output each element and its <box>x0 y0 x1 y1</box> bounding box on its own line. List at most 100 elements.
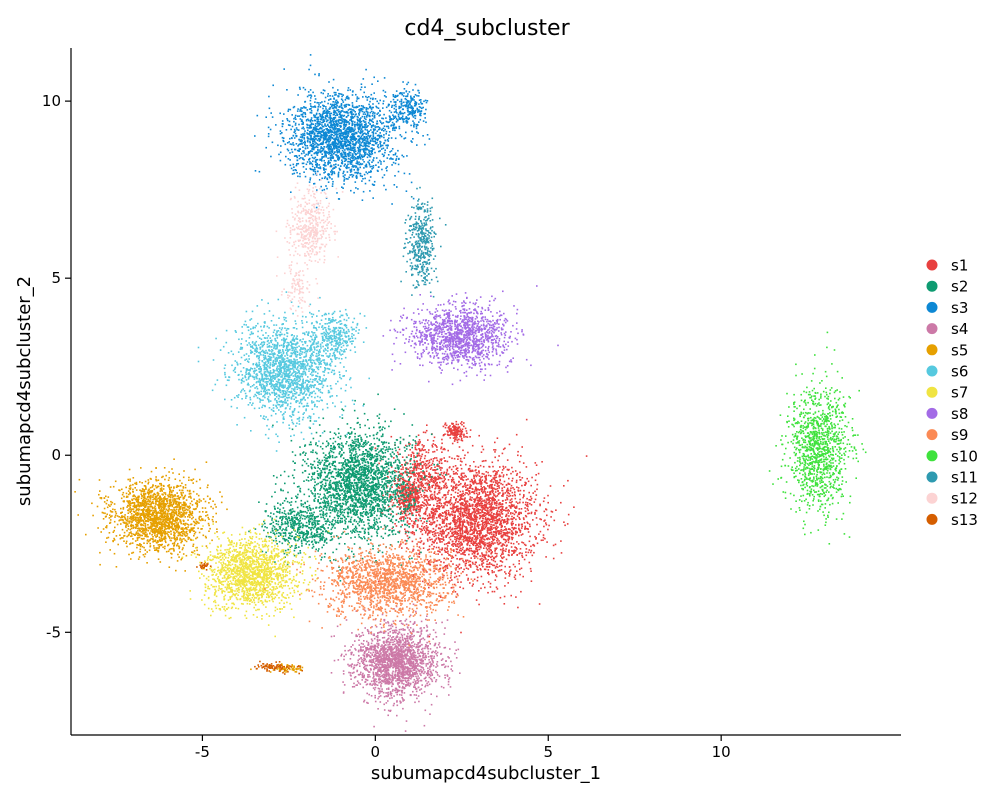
point-s1 <box>498 506 501 509</box>
point-s1 <box>435 457 438 459</box>
point-s1 <box>510 484 513 487</box>
point-s2 <box>388 517 390 520</box>
point-s1 <box>475 504 477 507</box>
point-s1 <box>431 531 434 533</box>
point-s1 <box>442 512 444 514</box>
point-s1 <box>457 458 459 460</box>
point-s1 <box>462 449 464 452</box>
point-s1 <box>472 571 474 574</box>
point-s1 <box>491 520 494 523</box>
point-s1 <box>489 513 492 516</box>
point-s1 <box>501 507 503 510</box>
point-s2 <box>394 447 397 449</box>
point-s1 <box>450 479 453 481</box>
point-s1 <box>512 532 515 535</box>
point-s2 <box>414 440 416 442</box>
point-s2 <box>334 487 337 490</box>
point-s2 <box>317 473 319 475</box>
point-s1 <box>416 511 419 513</box>
point-s1 <box>493 531 495 533</box>
point-s1 <box>455 420 458 423</box>
point-s2 <box>359 512 362 515</box>
point-s1 <box>538 533 540 535</box>
point-s2 <box>328 507 331 509</box>
point-s1 <box>417 476 420 478</box>
point-s1 <box>528 549 531 551</box>
point-s2 <box>358 449 361 451</box>
point-s1 <box>436 459 438 462</box>
point-s1 <box>483 522 485 524</box>
point-s2 <box>344 459 347 461</box>
point-s1 <box>496 513 498 516</box>
point-s1 <box>476 482 478 485</box>
point-s1 <box>443 543 446 546</box>
point-s2 <box>363 464 366 466</box>
point-s2 <box>369 512 371 514</box>
point-s1 <box>421 504 424 506</box>
point-s1 <box>431 515 434 517</box>
point-s2 <box>329 431 332 433</box>
point-s1 <box>443 472 445 475</box>
point-s1 <box>435 524 438 526</box>
point-s1 <box>479 533 481 536</box>
point-s2 <box>343 494 345 497</box>
point-s1 <box>448 511 450 514</box>
point-s1 <box>437 536 440 539</box>
point-s2 <box>353 486 355 489</box>
point-s1 <box>488 522 491 525</box>
point-s1 <box>535 537 537 539</box>
point-s2 <box>376 431 379 434</box>
point-s1 <box>473 527 476 530</box>
point-s2 <box>403 512 406 514</box>
point-s1 <box>526 497 528 500</box>
point-s1 <box>499 548 502 551</box>
point-s1 <box>466 512 468 515</box>
point-s1 <box>499 569 501 572</box>
point-s1 <box>459 460 462 462</box>
point-s1 <box>530 499 532 501</box>
point-s1 <box>488 485 491 488</box>
point-s1 <box>494 517 497 519</box>
point-s1 <box>477 501 479 503</box>
point-s1 <box>482 527 484 529</box>
point-s1 <box>459 464 462 466</box>
point-s1 <box>446 460 449 463</box>
point-s1 <box>420 484 422 487</box>
point-s2 <box>398 475 401 477</box>
point-s1 <box>473 490 476 493</box>
point-s1 <box>501 500 504 502</box>
point-s1 <box>411 532 414 535</box>
point-s1 <box>461 548 464 551</box>
point-s1 <box>500 555 502 557</box>
point-s2 <box>274 483 277 485</box>
point-s1 <box>461 542 463 545</box>
point-s2 <box>313 473 315 475</box>
point-s2 <box>403 446 406 449</box>
point-s1 <box>499 524 502 526</box>
point-s2 <box>365 458 368 461</box>
point-s1 <box>428 487 431 489</box>
point-s1 <box>463 568 465 571</box>
point-s1 <box>543 510 546 513</box>
point-s1 <box>520 508 523 510</box>
point-s1 <box>444 483 447 486</box>
point-s1 <box>437 497 440 499</box>
point-s1 <box>527 528 529 531</box>
point-s2 <box>327 444 329 447</box>
point-s1 <box>452 489 455 492</box>
point-s1 <box>498 530 500 532</box>
point-s1 <box>451 429 453 431</box>
point-s1 <box>507 539 510 542</box>
point-s1 <box>455 548 458 550</box>
point-s1 <box>484 514 487 516</box>
point-s1 <box>463 436 465 438</box>
point-s2 <box>402 520 405 522</box>
point-s1 <box>404 506 407 508</box>
point-s1 <box>462 504 465 507</box>
point-s1 <box>456 522 458 524</box>
point-s2 <box>380 499 383 502</box>
point-s1 <box>467 451 469 454</box>
point-s1 <box>476 494 479 496</box>
point-s2 <box>402 438 405 441</box>
point-s1 <box>479 546 482 548</box>
